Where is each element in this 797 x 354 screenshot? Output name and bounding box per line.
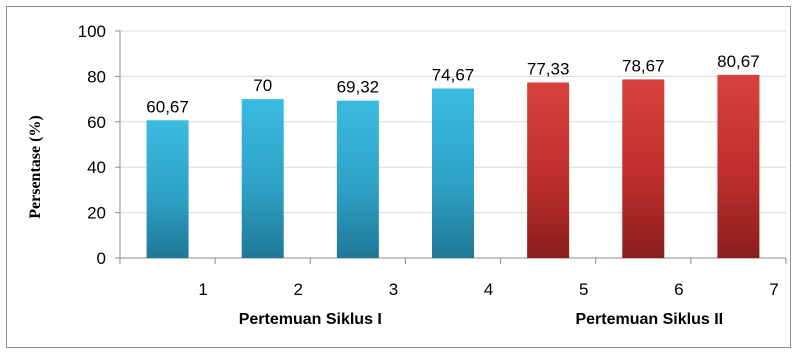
data-label-6: 78,67: [622, 56, 665, 75]
x-tick-label-4: 4: [484, 280, 493, 299]
bar-2: [241, 99, 284, 258]
y-tick-label: 0: [97, 249, 106, 268]
x-tick-label-7: 7: [769, 280, 778, 299]
y-tick-label: 80: [87, 67, 106, 86]
bar-6: [622, 79, 665, 258]
x-tick-label-6: 6: [674, 280, 683, 299]
data-label-3: 69,32: [337, 78, 380, 97]
bar-7: [717, 74, 760, 259]
bar-5: [527, 82, 570, 258]
bar-1: [146, 120, 189, 258]
data-label-2: 70: [253, 76, 272, 95]
group-label-1: Pertemuan Siklus I: [239, 311, 382, 328]
y-axis-label: Persentase (%): [27, 115, 44, 219]
y-tick-label: 100: [78, 22, 106, 41]
data-label-1: 60,67: [146, 97, 189, 116]
group-label-2: Pertemuan Siklus II: [575, 311, 723, 328]
y-tick-label: 40: [87, 158, 106, 177]
bar-4: [432, 88, 474, 258]
data-label-4: 74,67: [432, 65, 475, 84]
data-label-5: 77,33: [527, 59, 570, 78]
x-tick-label-2: 2: [294, 280, 303, 299]
y-tick-label: 20: [87, 204, 106, 223]
x-tick-label-5: 5: [579, 280, 588, 299]
x-tick-label-3: 3: [389, 280, 398, 299]
x-tick-label-1: 1: [198, 280, 207, 299]
bar-3: [336, 100, 379, 258]
y-tick-label: 60: [87, 113, 106, 132]
data-label-7: 80,67: [717, 52, 760, 71]
